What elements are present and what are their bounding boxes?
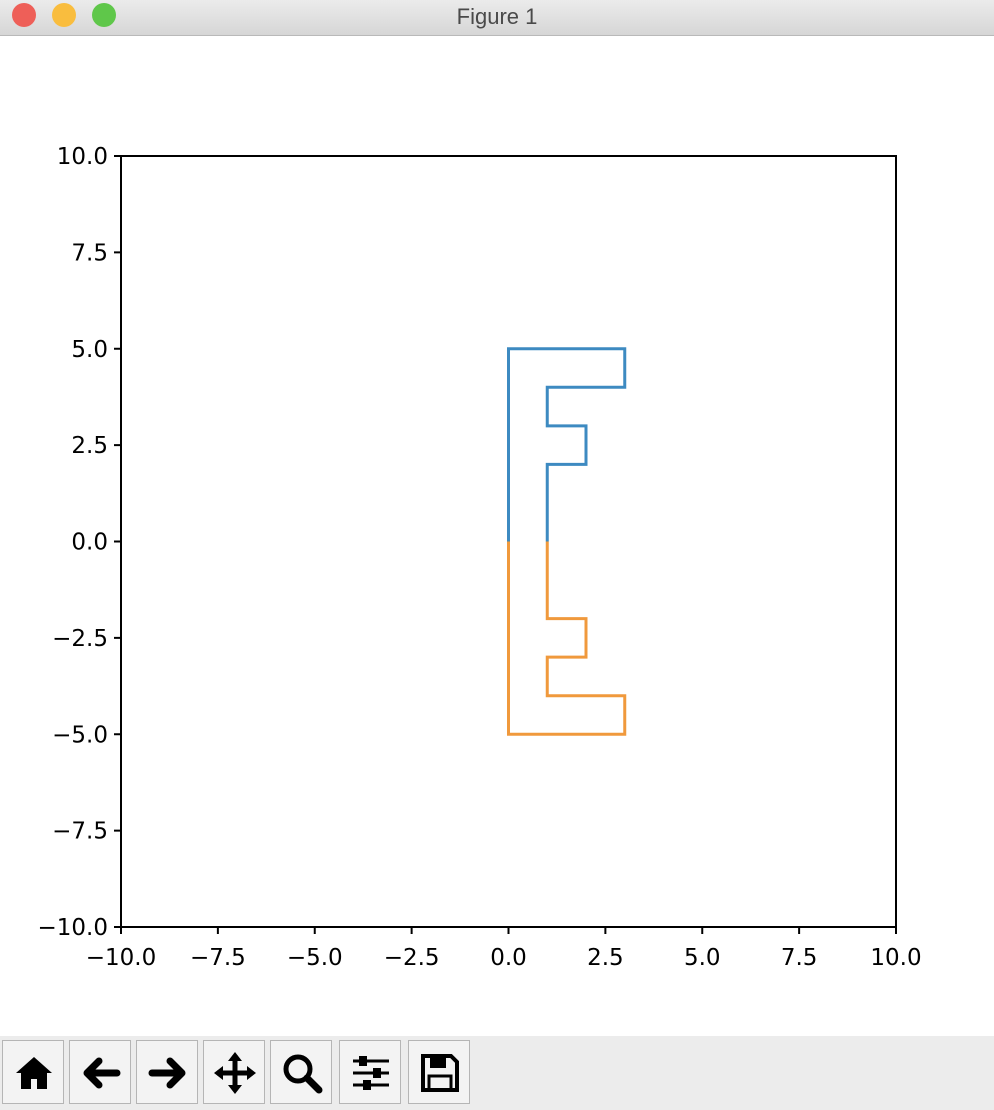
x-tick-label: −2.5 <box>384 945 440 971</box>
home-button[interactable] <box>2 1040 64 1104</box>
x-tick-label: 5.0 <box>684 945 721 971</box>
forward-button[interactable] <box>136 1040 198 1104</box>
x-tick-label: 10.0 <box>870 945 921 971</box>
x-tick-label: 2.5 <box>587 945 624 971</box>
toolbar <box>0 1036 994 1110</box>
zoom-button[interactable] <box>92 3 116 27</box>
pan-button[interactable] <box>203 1040 265 1104</box>
y-tick-label: −7.5 <box>52 819 108 845</box>
y-tick-label: 5.0 <box>71 337 108 363</box>
configure-button[interactable] <box>339 1040 401 1104</box>
series-line <box>507 347 627 542</box>
y-tick-label: 0.0 <box>71 530 108 556</box>
x-tick-label: −7.5 <box>190 945 246 971</box>
zoom-tool-button[interactable] <box>270 1040 332 1104</box>
chart: −10.0 −7.5 −5.0 −2.5 0.0 2.5 5.0 7.5 10.0 −10.0 −7… <box>38 144 922 971</box>
x-tick-label: 7.5 <box>781 945 818 971</box>
y-tick-label: 7.5 <box>71 240 108 266</box>
minimize-button[interactable] <box>52 3 76 27</box>
save-button[interactable] <box>408 1040 470 1104</box>
x-tick-label: 0.0 <box>490 945 527 971</box>
x-tick-label: −10.0 <box>86 945 156 971</box>
title-bar: Figure 1 <box>0 0 994 36</box>
y-tick-label: 10.0 <box>57 144 108 170</box>
back-button[interactable] <box>69 1040 131 1104</box>
y-tick-label: −5.0 <box>52 722 108 748</box>
y-tick-label: −2.5 <box>52 626 108 652</box>
y-tick-label: −10.0 <box>38 915 108 941</box>
x-tick-label: −5.0 <box>287 945 343 971</box>
y-tick-label: 2.5 <box>71 433 108 459</box>
series-line <box>507 541 627 736</box>
window-title: Figure 1 <box>456 4 538 29</box>
close-button[interactable] <box>12 3 36 27</box>
